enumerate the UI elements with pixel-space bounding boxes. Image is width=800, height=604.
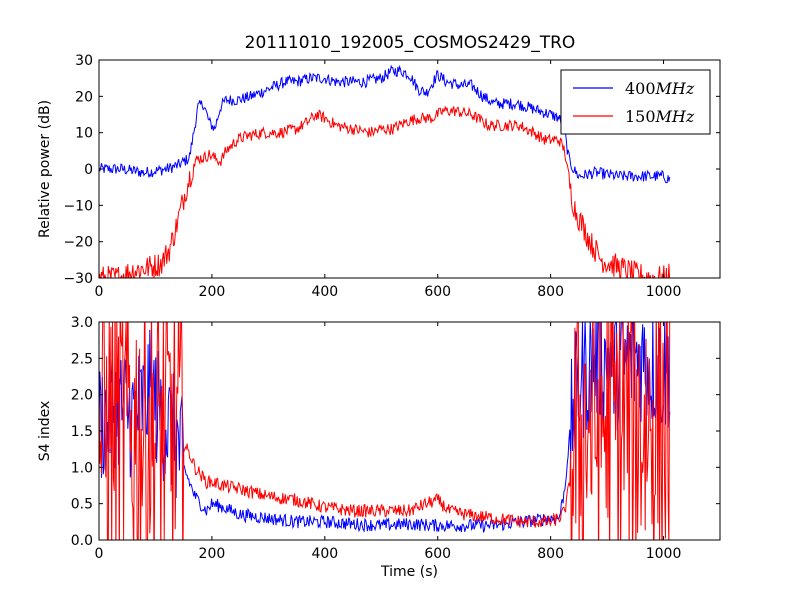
x-tick-label: 1000 (646, 284, 682, 300)
x-tick-label: 600 (424, 546, 451, 562)
y-tick-label: 1.5 (71, 424, 93, 440)
x-tick-label: 200 (199, 284, 226, 300)
panel-s4-index: 0 200 400 600 800 1000 0.0 0.5 1.0 1.5 2.0 2.5 3.0 S4… (37, 315, 721, 580)
y-axis-label: Relative power (dB) (37, 100, 53, 238)
series-line-150mhz (99, 106, 671, 278)
y-tick-label: −30 (63, 271, 93, 287)
panel-relative-power: 0 200 400 600 800 1000 −30 −20 −10 0 10 20 30 Relativ… (37, 53, 721, 300)
y-tick-label: −10 (63, 198, 93, 214)
y-tick-label: 0.5 (71, 497, 93, 513)
y-tick-label: 0.0 (71, 533, 93, 549)
x-tick-label: 600 (424, 284, 451, 300)
x-axis-label: Time (s) (380, 564, 438, 580)
y-tick-label: −20 (63, 235, 93, 251)
legend: 400MHz 150MHz (560, 69, 711, 135)
series-line-150mhz (99, 322, 671, 540)
y-tick-label: 0 (84, 162, 93, 178)
x-tick-label: 1000 (646, 546, 682, 562)
x-tick-label: 200 (199, 546, 226, 562)
legend-label-150mhz: 150MHz (625, 107, 695, 126)
legend-label-400mhz: 400MHz (625, 79, 695, 98)
legend-box (560, 69, 711, 135)
y-tick-label: 2.0 (71, 388, 93, 404)
y-tick-label: 20 (75, 89, 93, 105)
x-tick-label: 800 (537, 284, 564, 300)
y-axis-label: S4 index (37, 401, 53, 462)
x-tick-label: 0 (95, 546, 104, 562)
x-tick-label: 400 (311, 284, 338, 300)
y-tick-label: 10 (75, 126, 93, 142)
y-tick-label: 1.0 (71, 460, 93, 476)
x-tick-label: 800 (537, 546, 564, 562)
y-tick-label: 3.0 (71, 315, 93, 331)
x-tick-label: 0 (95, 284, 104, 300)
figure-title: 20111010_192005_COSMOS2429_TRO (245, 33, 576, 53)
series-line-400mhz (99, 64, 671, 184)
y-tick-label: 2.5 (71, 351, 93, 367)
y-tick-label: 30 (75, 53, 93, 69)
x-tick-label: 400 (311, 546, 338, 562)
